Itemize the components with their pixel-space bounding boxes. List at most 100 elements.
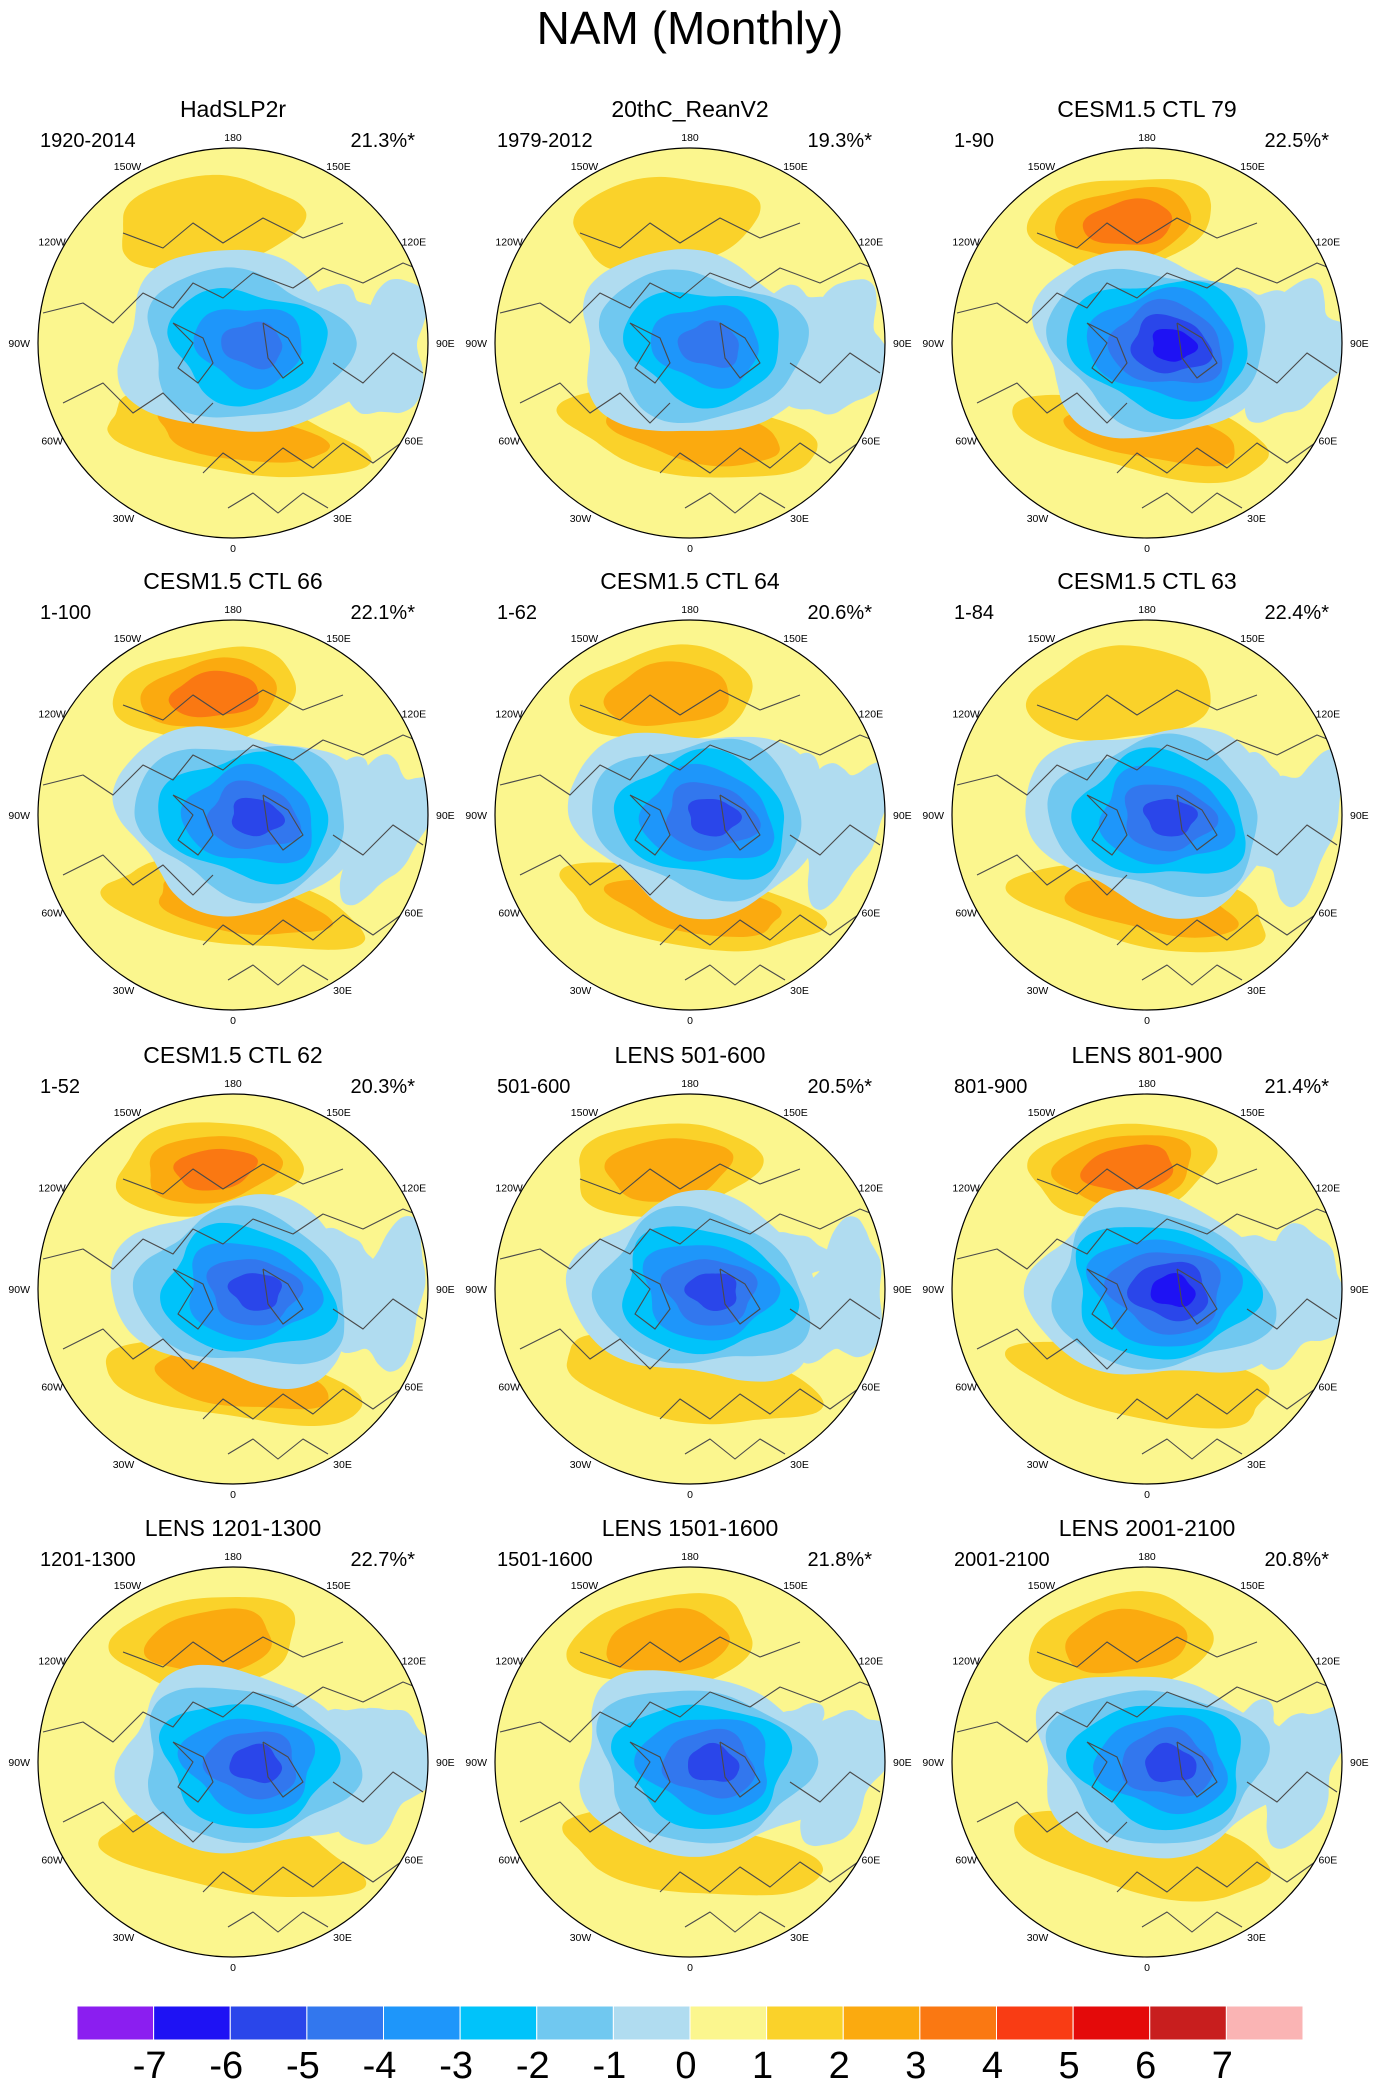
coastlines — [42, 1163, 428, 1460]
longitude-label: 60W — [955, 1855, 977, 1867]
figure-title: NAM (Monthly) — [537, 2, 844, 54]
colorbar-swatch — [612, 2005, 691, 2041]
coastline — [1086, 1268, 1128, 1330]
longitude-label: 120W — [38, 1183, 66, 1195]
coastlines — [956, 1636, 1342, 1933]
coastline — [789, 824, 881, 856]
coastline — [62, 854, 214, 896]
coastline — [62, 382, 214, 424]
panel-grid: HadSLP2r 1920-2014 21.3%* 180 150E 120E 90E 60E… — [8, 96, 1368, 1974]
longitude-label: 180 — [1138, 604, 1156, 616]
coastline — [499, 1208, 885, 1270]
longitude-label: 30E — [1247, 1932, 1266, 1944]
longitude-label: 120E — [1316, 1183, 1341, 1195]
longitude-label: 60W — [498, 436, 520, 448]
longitude-label: 60W — [498, 1855, 520, 1867]
coastline — [202, 437, 409, 474]
coastline — [1036, 217, 1258, 249]
longitude-label: 150W — [1028, 633, 1056, 645]
colorbar-tick-label: -2 — [516, 2045, 550, 2086]
longitude-label: 0 — [687, 1962, 693, 1974]
arctic-low-contour — [677, 320, 739, 368]
panel-title: CESM1.5 CTL 79 — [1057, 96, 1236, 122]
longitude-label: 180 — [224, 1078, 242, 1090]
map-panel: LENS 1201-1300 1201-1300 22.7%* 180 150E 120E… — [8, 1515, 454, 1974]
longitude-label: 0 — [1144, 1015, 1150, 1027]
coastline — [332, 352, 424, 384]
panel-variance: 22.7%* — [351, 1549, 416, 1571]
coastline — [976, 1801, 1128, 1843]
nam-field — [38, 148, 428, 538]
pacific-high-contour — [1065, 1608, 1188, 1674]
map-panel: CESM1.5 CTL 79 1-90 22.5%* 180 150E 120E 90E 60… — [922, 96, 1368, 555]
longitude-label: 30W — [570, 513, 592, 525]
coastlines — [499, 1163, 885, 1460]
longitude-label: 180 — [224, 1551, 242, 1563]
longitude-label: 120W — [38, 709, 66, 721]
coastline — [956, 734, 1342, 796]
panel-title: CESM1.5 CTL 63 — [1057, 568, 1236, 594]
coastline — [42, 1208, 428, 1270]
nam-field — [38, 1567, 428, 1957]
longitude-label: 30W — [113, 985, 135, 997]
longitude-label: 0 — [687, 1015, 693, 1027]
longitude-label: 90E — [436, 1757, 455, 1769]
longitude-label: 60W — [41, 436, 63, 448]
nam-field — [38, 1094, 428, 1484]
coastline — [1176, 1268, 1218, 1325]
coastlines — [956, 1163, 1342, 1460]
coastline — [1116, 1856, 1323, 1893]
coastline — [1141, 1438, 1243, 1460]
coastline — [1036, 1636, 1258, 1668]
panel-title: LENS 2001-2100 — [1059, 1515, 1235, 1541]
colorbar-tick-label: 6 — [1135, 2045, 1156, 2086]
nam-field — [952, 1567, 1342, 1957]
pacific-high-contour — [1082, 198, 1173, 245]
longitude-label: 30W — [570, 1459, 592, 1471]
map-boundary — [37, 1566, 429, 1958]
pacific-high-contour — [1025, 645, 1211, 741]
coastline — [1116, 1383, 1323, 1420]
map-panel: CESM1.5 CTL 64 1-62 20.6%* 180 150E 120E 90E 60… — [465, 568, 911, 1027]
coastline — [62, 1801, 214, 1843]
longitude-label: 90W — [465, 810, 487, 822]
longitude-label: 30E — [333, 1932, 352, 1944]
longitude-label: 30W — [570, 1932, 592, 1944]
coastline — [172, 1741, 214, 1803]
longitude-label: 120W — [952, 1183, 980, 1195]
coastlines — [42, 689, 428, 986]
coastline — [1116, 437, 1323, 474]
nam-field — [38, 620, 428, 1010]
colorbar-tick-label: -1 — [592, 2045, 626, 2086]
nam-field — [495, 620, 885, 1010]
longitude-label: 150E — [1240, 633, 1265, 645]
map-panel: CESM1.5 CTL 63 1-84 22.4%* 180 150E 120E 90E 60… — [922, 568, 1368, 1027]
colorbar-swatch — [153, 2005, 231, 2041]
longitude-label: 60E — [862, 1855, 881, 1867]
arctic-low-contour — [687, 1742, 740, 1782]
coastline — [684, 1438, 786, 1460]
longitude-label: 150W — [571, 1580, 599, 1592]
map-boundary — [494, 619, 886, 1011]
coastline — [1176, 322, 1218, 379]
nam-field — [495, 1567, 885, 1957]
panel-variance: 22.1%* — [351, 602, 416, 624]
coastline — [789, 1771, 881, 1803]
longitude-label: 30W — [1027, 985, 1049, 997]
panel-title: LENS 1501-1600 — [602, 1515, 778, 1541]
coastline — [42, 262, 428, 324]
coastline — [684, 964, 786, 986]
longitude-label: 90E — [436, 810, 455, 822]
longitude-label: 60W — [41, 1382, 63, 1394]
colorbar-swatch — [76, 2005, 155, 2041]
longitude-label: 150W — [571, 161, 599, 173]
panel-variance: 21.3%* — [351, 130, 416, 152]
longitude-label: 150W — [1028, 161, 1056, 173]
coastline — [789, 352, 881, 384]
longitude-label: 90E — [1350, 1284, 1369, 1296]
map-panel: LENS 1501-1600 1501-1600 21.8%* 180 150E 120E… — [465, 1515, 911, 1974]
longitude-label: 30E — [790, 985, 809, 997]
panel-title: 20thC_ReanV2 — [611, 96, 768, 122]
coastline — [1246, 824, 1338, 856]
panel-period: 801-900 — [954, 1076, 1027, 1098]
